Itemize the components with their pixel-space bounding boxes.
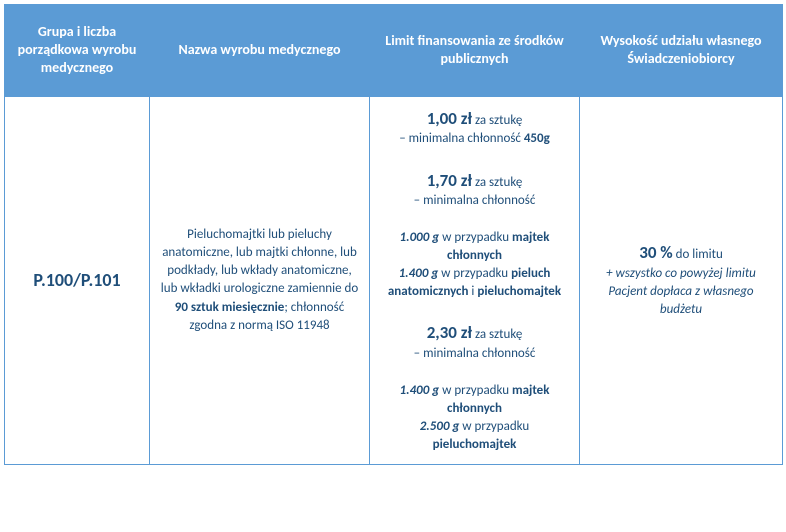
header-limit: Limit finansowania ze środków publicznyc… xyxy=(370,5,580,97)
price-3: 2,30 zł xyxy=(427,322,472,343)
v2-2: 1.400 g xyxy=(399,266,439,281)
sub-3: – minimalna chłonność xyxy=(414,346,536,361)
per-1: za sztukę xyxy=(472,113,522,128)
limit-row-1: 1,00 zł za sztukę – minimalna chłonność … xyxy=(370,97,579,159)
share-suffix: do limitu xyxy=(673,247,723,262)
limit-row-3: 2,30 zł za sztukę – minimalna chłonność … xyxy=(370,311,579,464)
t3-2: w przypadku xyxy=(459,419,529,434)
header-group: Grupa i liczba porządkowa wyrobu medyczn… xyxy=(5,5,150,97)
b2-2b: pieluchomajtek xyxy=(477,284,561,299)
val-1: 450g xyxy=(524,131,550,146)
price-2: 1,70 zł xyxy=(427,170,472,191)
header-name: Nazwa wyrobu medycznego xyxy=(150,5,370,97)
code-cell: P.100/P.101 xyxy=(5,96,150,465)
price-1: 1,00 zł xyxy=(427,108,472,129)
sub-2: – minimalna chłonność xyxy=(414,193,536,208)
t3-1: w przypadku xyxy=(439,383,512,398)
reimbursement-table: Grupa i liczba porządkowa wyrobu medyczn… xyxy=(4,4,783,465)
header-share: Wysokość udziału własnego Świadczeniobio… xyxy=(580,5,783,97)
limits-cell: 1,00 zł za sztukę – minimalna chłonność … xyxy=(370,96,580,465)
limits-inner-table: 1,00 zł za sztukę – minimalna chłonność … xyxy=(370,97,579,465)
share-cell: 30 % do limitu + wszystko co powyżej lim… xyxy=(580,96,783,465)
sub-1: – minimalna chłonność xyxy=(399,131,524,146)
per-2: za sztukę xyxy=(472,175,522,190)
desc-text-1: Pieluchomajtki lub pieluchy anatomiczne,… xyxy=(161,227,358,297)
description-cell: Pieluchomajtki lub pieluchy anatomiczne,… xyxy=(150,96,370,465)
b3-2: pieluchomajtek xyxy=(433,437,517,452)
product-code: P.100/P.101 xyxy=(33,269,120,291)
share-note: + wszystko co powyżej limitu Pacjent dop… xyxy=(606,266,756,317)
header-row: Grupa i liczba porządkowa wyrobu medyczn… xyxy=(5,5,783,97)
data-row: P.100/P.101 Pieluchomajtki lub pieluchy … xyxy=(5,96,783,465)
share-percent: 30 % xyxy=(639,242,672,263)
per-3: za sztukę xyxy=(472,327,522,342)
limit-row-2: 1,70 zł za sztukę – minimalna chłonność … xyxy=(370,159,579,312)
v3-2: 2.500 g xyxy=(420,419,460,434)
v3-1: 1.400 g xyxy=(400,383,440,398)
v2-1: 1.000 g xyxy=(400,230,440,245)
t2-1: w przypadku xyxy=(439,230,512,245)
t2-2: w przypadku xyxy=(438,266,511,281)
desc-qty: 90 sztuk miesięcznie xyxy=(175,300,285,315)
